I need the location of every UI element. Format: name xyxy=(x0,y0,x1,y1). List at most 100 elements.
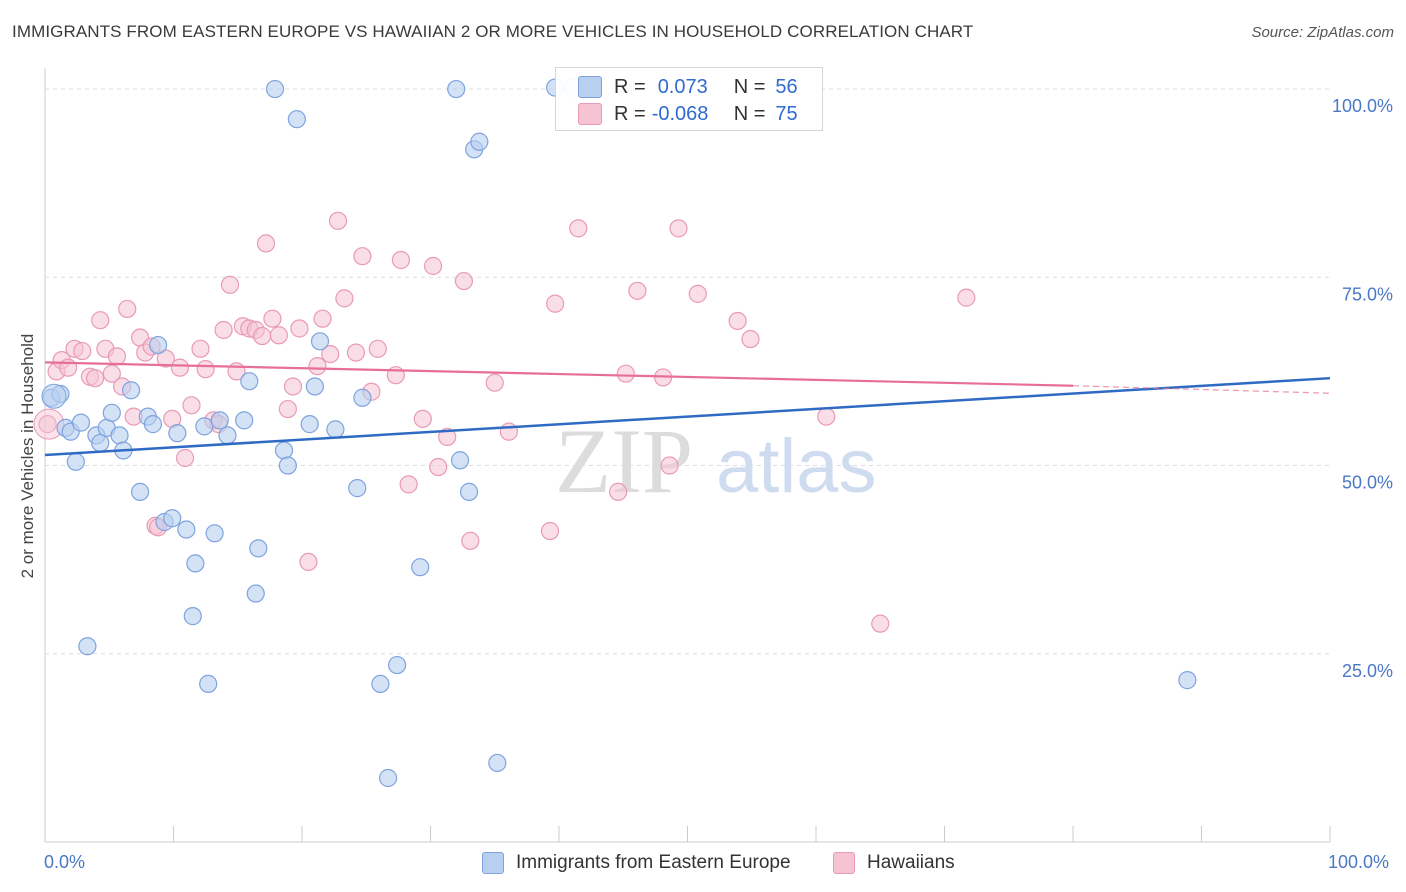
legend-row-pink: R = -0.068 N = 75 xyxy=(578,101,798,127)
hawaiians-point xyxy=(191,339,210,358)
x-axis-max-label: 100.0% xyxy=(1328,852,1390,872)
hawaiians-point xyxy=(429,457,448,477)
hawaiians-point xyxy=(346,343,366,362)
eastern-europe-point xyxy=(278,456,297,475)
hawaiians-point xyxy=(102,364,121,383)
hawaiians-point xyxy=(871,614,890,633)
eastern-europe-point xyxy=(246,584,265,603)
hawaiians-point xyxy=(353,247,372,266)
hawaiians-point xyxy=(328,211,348,230)
hawaiians-point xyxy=(461,531,480,550)
eastern-europe-point xyxy=(240,372,259,391)
hawaiians-point xyxy=(299,552,318,572)
hawaiians-point xyxy=(540,521,560,541)
hawaiians-point xyxy=(616,364,635,383)
hawaiians-point xyxy=(817,407,836,426)
legend-item-eastern-europe[interactable]: Immigrants from Eastern Europe xyxy=(482,852,791,874)
eastern-europe-point xyxy=(210,411,229,430)
eastern-europe-point xyxy=(71,413,91,432)
eastern-europe-point xyxy=(353,388,372,407)
legend-row-blue: R = 0.073 N = 56 xyxy=(578,74,798,100)
pink-r-value: -0.068 xyxy=(651,102,709,125)
eastern-europe-point xyxy=(450,451,470,470)
pink-swatch-icon xyxy=(578,103,602,125)
eastern-europe-point xyxy=(177,520,196,539)
hawaiians-point xyxy=(38,415,57,434)
eastern-europe-point xyxy=(287,110,306,129)
hawaiians-trend-extension xyxy=(1072,385,1331,394)
n-label: N = xyxy=(733,75,766,98)
hawaiians-point xyxy=(91,311,110,330)
blue-swatch-icon xyxy=(578,76,602,98)
eastern-europe-point xyxy=(163,509,182,528)
hawaiians-point xyxy=(399,475,418,494)
eastern-europe-point xyxy=(265,79,285,99)
eastern-europe-point xyxy=(183,607,202,626)
hawaiians-point xyxy=(196,360,215,379)
blue-n-value: 56 xyxy=(775,75,798,98)
hawaiians-point xyxy=(283,377,303,396)
hawaiians-points xyxy=(33,211,976,633)
eastern-europe-point xyxy=(78,637,97,656)
blue-swatch-icon xyxy=(482,852,504,874)
eastern-europe-point xyxy=(488,753,507,773)
eastern-europe-point xyxy=(143,415,163,434)
hawaiians-point xyxy=(438,427,457,447)
hawaiians-point xyxy=(182,396,201,415)
hawaiians-point xyxy=(688,284,707,303)
hawaiians-point xyxy=(118,299,137,319)
y-tick-label: 50.0% xyxy=(1342,473,1393,493)
hawaiians-point xyxy=(321,344,340,364)
x-axis-min-label: 0.0% xyxy=(44,852,86,872)
y-tick-label: 25.0% xyxy=(1342,661,1393,681)
legend-label-eastern-europe: Immigrants from Eastern Europe xyxy=(516,852,791,873)
eastern-europe-point xyxy=(447,79,466,99)
eastern-europe-point xyxy=(1178,671,1197,690)
hawaiians-point xyxy=(313,309,332,328)
eastern-europe-point xyxy=(387,655,407,675)
n-label: N = xyxy=(733,102,766,125)
eastern-europe-point xyxy=(235,411,254,430)
hawaiians-point xyxy=(256,234,276,253)
hawaiians-point xyxy=(413,409,432,428)
eastern-europe-point xyxy=(66,452,85,471)
eastern-europe-point xyxy=(218,426,237,445)
hawaiians-point xyxy=(728,311,747,331)
eastern-europe-point xyxy=(300,415,319,434)
hawaiians-point xyxy=(957,288,976,307)
hawaiians-point xyxy=(569,219,588,238)
hawaiians-point xyxy=(175,448,195,468)
eastern-europe-point xyxy=(326,420,345,439)
eastern-europe-point xyxy=(148,335,168,355)
eastern-europe-point xyxy=(249,539,268,558)
eastern-europe-point xyxy=(378,768,398,788)
legend-item-hawaiians[interactable]: Hawaiians xyxy=(833,852,955,874)
series-legend: Immigrants from Eastern Europe Hawaiians xyxy=(0,852,1406,878)
hawaiians-point xyxy=(546,294,565,313)
eastern-europe-point xyxy=(411,558,430,577)
y-tick-labels: 25.0% 50.0% 75.0% 100.0% xyxy=(1332,96,1393,681)
eastern-europe-point xyxy=(205,524,224,543)
eastern-europe-point xyxy=(459,482,479,501)
hawaiians-point xyxy=(107,347,127,366)
hawaiians-point xyxy=(423,256,443,276)
hawaiians-point xyxy=(368,339,387,358)
hawaiians-point xyxy=(609,482,628,501)
hawaiians-point xyxy=(391,250,411,270)
eastern-europe-point xyxy=(371,674,390,693)
eastern-europe-point xyxy=(274,441,294,460)
eastern-europe-point xyxy=(130,482,150,501)
eastern-europe-point xyxy=(310,332,330,351)
legend-label-hawaiians: Hawaiians xyxy=(867,852,955,873)
r-label: R = xyxy=(614,75,646,98)
hawaiians-point xyxy=(269,326,288,345)
eastern-europe-point xyxy=(121,381,141,400)
hawaiians-point xyxy=(170,358,190,377)
hawaiians-point xyxy=(660,456,679,475)
hawaiians-point xyxy=(220,275,240,294)
hawaiians-point xyxy=(214,320,233,340)
pink-swatch-icon xyxy=(833,852,855,874)
eastern-europe-point xyxy=(186,554,205,573)
hawaiians-point xyxy=(156,349,175,368)
blue-r-value: 0.073 xyxy=(657,75,708,98)
